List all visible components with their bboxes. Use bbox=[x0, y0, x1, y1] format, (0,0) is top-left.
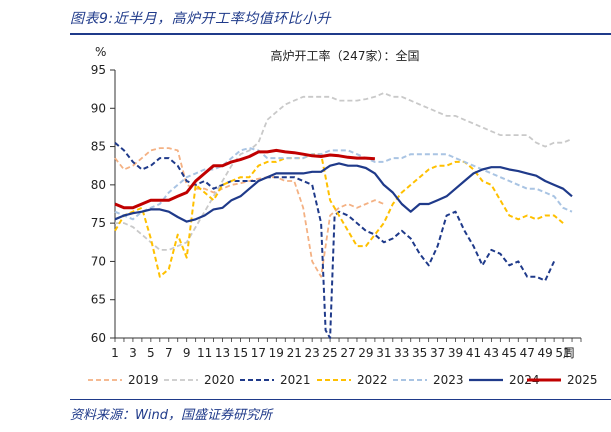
series-line-2022 bbox=[114, 153, 564, 278]
x-tick-label: 29 bbox=[358, 346, 373, 360]
legend-label-2020: 2020 bbox=[204, 373, 235, 387]
figure-source: 资料来源：Wind，国盛证券研究所 bbox=[70, 408, 272, 423]
y-tick-label: 75 bbox=[91, 216, 106, 230]
x-tick-label: 35 bbox=[412, 346, 427, 360]
x-tick-label: 1 bbox=[111, 346, 119, 360]
legend-label-2024: 2024 bbox=[509, 373, 540, 387]
x-tick-label: 9 bbox=[183, 346, 191, 360]
x-tick-label: 21 bbox=[287, 346, 302, 360]
x-tick-label: 43 bbox=[484, 346, 499, 360]
x-tick-label: 13 bbox=[215, 346, 230, 360]
x-tick-label: 27 bbox=[340, 346, 355, 360]
y-tick-label: 80 bbox=[91, 178, 106, 192]
x-tick-label: 19 bbox=[269, 346, 284, 360]
legend-label-2022: 2022 bbox=[357, 373, 388, 387]
series-line-2021 bbox=[114, 141, 556, 339]
legend: 2019 2020 2021 2022 2023 2024 2025 bbox=[88, 373, 598, 387]
x-tick-label: 5 bbox=[147, 346, 155, 360]
figure-title: 图表9:近半月，高炉开工率均值环比小升 bbox=[70, 11, 332, 27]
x-axis: 1 3 5 7 9 11 13 15 17 19 21 23 25 27 29 31 33 35 37 39 41 43 4… bbox=[111, 337, 582, 360]
chart-title: 高炉开工率（247家）：全国 bbox=[271, 48, 420, 63]
y-tick-label: 85 bbox=[91, 140, 106, 154]
series-line-2020 bbox=[115, 92, 573, 251]
x-tick-label: 37 bbox=[430, 346, 445, 360]
y-axis-label: % bbox=[95, 45, 106, 59]
y-tick-label: 65 bbox=[91, 293, 106, 307]
x-tick-label: 11 bbox=[197, 346, 212, 360]
title-rule bbox=[70, 33, 611, 35]
series-line-2019 bbox=[114, 147, 385, 278]
x-tick-label: 25 bbox=[322, 346, 337, 360]
series-line-2024 bbox=[114, 162, 573, 223]
y-tick-label: 70 bbox=[91, 254, 106, 268]
x-tick-label: 41 bbox=[466, 346, 481, 360]
x-tick-label: 3 bbox=[129, 346, 137, 360]
x-tick-label: 49 bbox=[538, 346, 553, 360]
x-tick-label: 23 bbox=[305, 346, 320, 360]
series-line-2023 bbox=[114, 147, 573, 221]
x-tick-label: 17 bbox=[251, 346, 266, 360]
x-tick-label: 7 bbox=[165, 346, 173, 360]
series-line-2025 bbox=[114, 148, 376, 210]
series-layer bbox=[114, 92, 573, 339]
legend-label-2025: 2025 bbox=[567, 373, 598, 387]
y-tick-label: 90 bbox=[91, 101, 106, 115]
legend-label-2023: 2023 bbox=[433, 373, 464, 387]
y-tick-label: 60 bbox=[91, 331, 106, 345]
x-axis-unit: 周 bbox=[563, 346, 575, 360]
legend-label-2019: 2019 bbox=[128, 373, 159, 387]
y-axis: 60 65 70 75 80 85 90 95 bbox=[91, 63, 116, 345]
source-rule bbox=[70, 399, 611, 400]
x-tick-label: 39 bbox=[448, 346, 463, 360]
x-tick-label: 15 bbox=[233, 346, 248, 360]
x-tick-label: 45 bbox=[502, 346, 517, 360]
legend-label-2021: 2021 bbox=[280, 373, 311, 387]
x-tick-label: 33 bbox=[394, 346, 409, 360]
x-tick-label: 51 bbox=[555, 346, 570, 360]
y-tick-label: 95 bbox=[91, 63, 106, 77]
x-tick-label: 31 bbox=[376, 346, 391, 360]
x-tick-label: 47 bbox=[520, 346, 535, 360]
